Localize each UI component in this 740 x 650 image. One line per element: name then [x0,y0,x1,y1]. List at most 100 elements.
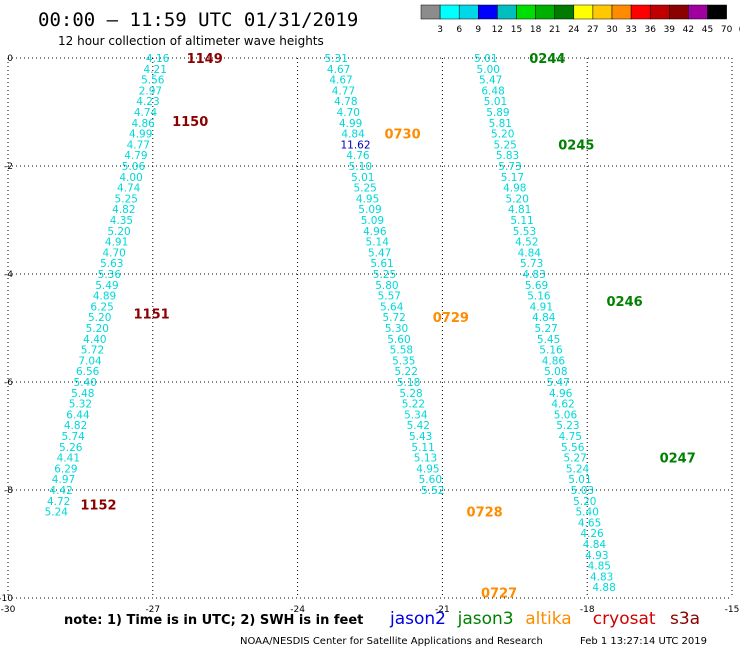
swh-value-s3a: 5.72 [81,345,104,357]
data-points: 4.164.215.562.974.234.744.864.994.774.79… [45,53,616,594]
swh-value-jason3: 4.91 [530,301,553,313]
swh-value-altika: 5.14 [366,237,390,249]
swh-value-s3a: 4.74 [117,183,141,195]
chart-title: 00:00 — 11:59 UTC 01/31/2019 [38,9,358,31]
swh-value-s3a: 4.00 [119,172,142,184]
swh-value-altika: 5.09 [358,204,381,216]
swh-value-altika: 4.95 [416,463,439,475]
swh-value-jason3: 5.16 [539,345,563,357]
swh-value-jason3: 5.24 [566,463,590,475]
generated-timestamp: Feb 1 13:27:14 UTC 2019 [580,636,707,647]
swh-value-altika: 5.09 [361,215,384,227]
swh-value-jason3: 5.01 [568,474,591,486]
swh-value-altika: 4.95 [356,193,379,205]
track-time-label-altika: 0729 [433,311,469,326]
swh-value-jason3: 5.53 [513,226,536,238]
colorbar-tick-label: 21 [549,25,560,35]
swh-value-altika: 5.52 [421,485,444,497]
colorbar-tick-label: 70 [721,25,733,35]
colorbar-tick-label: 27 [587,25,598,35]
track-time-label-jason3: 0246 [607,295,643,310]
swh-value-jason3: 6.48 [481,85,504,97]
swh-value-jason3: 4.52 [515,237,538,249]
swh-value-jason3: 5.03 [571,485,594,497]
swh-value-altika: 5.47 [368,247,391,259]
swh-value-altika: 5.25 [373,269,396,281]
swh-value-jason3: 4.84 [532,312,556,324]
y-axis-ticks: 0 -2 -4 -6 -8 -10 [0,54,13,604]
y-tick-label: 0 [7,54,13,64]
y-tick-label: -6 [4,378,13,388]
colorbar-swatch [592,4,613,20]
swh-value-jason3: 5.47 [547,377,570,389]
colorbar-swatch [478,4,498,20]
swh-value-altika: 5.13 [414,453,437,465]
swh-value-altika: 5.61 [370,258,393,270]
swh-value-s3a: 5.25 [115,193,138,205]
swh-value-jason3: 5.23 [556,420,579,432]
swh-value-jason3: 5.25 [493,139,516,151]
swh-value-altika: 5.25 [353,183,376,195]
swh-value-s3a: 4.42 [49,485,72,497]
track-time-label-s3a: 1150 [172,115,208,130]
swh-value-altika: 5.43 [409,431,432,443]
swh-value-jason3: 4.83 [590,571,613,583]
swh-value-jason3: 4.86 [542,355,566,367]
swh-value-s3a: 4.16 [146,53,170,65]
colorbar-swatch [458,4,479,20]
colorbar-swatch [688,4,708,20]
x-tick-label: -30 [1,605,16,615]
swh-value-jason3: 4.84 [518,247,542,259]
swh-value-jason3: 5.01 [484,96,507,108]
legend: jason2 jason3 altika cryosat s3a [389,609,700,629]
swh-value-s3a: 4.91 [105,237,128,249]
swh-value-altika: 4.76 [346,150,370,162]
swh-value-altika: 5.34 [404,409,428,421]
swh-value-s3a: 2.97 [139,85,162,97]
swh-value-jason3: 5.27 [563,453,586,465]
swh-value-s3a: 4.23 [136,96,159,108]
swh-value-s3a: 5.20 [107,226,130,238]
swh-value-s3a: 4.97 [52,474,75,486]
colorbar-tick-label: 15 [511,25,522,35]
y-tick-label: -2 [4,162,13,172]
colorbar-tick-label: 45 [702,25,713,35]
swh-value-s3a: 6.29 [54,463,77,475]
swh-value-s3a: 5.63 [100,258,123,270]
swh-value-s3a: 4.41 [57,453,80,465]
colorbar-swatch [535,4,555,20]
swh-value-altika: 5.28 [399,388,422,400]
swh-value-altika: 4.67 [329,75,352,87]
swh-value-jason3: 5.47 [479,75,502,87]
swh-value-altika: 5.42 [407,420,430,432]
swh-value-jason3: 5.01 [474,53,497,65]
colorbar-swatch [516,4,536,20]
swh-value-jason3: 4.65 [578,517,601,529]
swh-value-jason3: 4.88 [592,582,615,594]
swh-value-s3a: 4.82 [112,204,135,216]
swh-value-altika: 4.99 [339,118,362,130]
swh-value-s3a: 5.24 [45,507,69,519]
swh-value-s3a: 5.20 [86,323,109,335]
colorbar-tick-label: 42 [683,25,694,35]
x-tick-label: -24 [290,605,305,615]
swh-value-s3a: 4.74 [134,107,158,119]
colorbar-tick-label: 24 [568,25,580,35]
swh-value-jason3: 4.83 [522,269,545,281]
swh-value-s3a: 5.49 [95,280,118,292]
swh-value-altika: 4.70 [337,107,360,119]
colorbar-tick-label: 33 [625,25,636,35]
swh-value-jason3: 4.98 [503,183,526,195]
x-tick-label: -18 [580,605,595,615]
swh-value-s3a: 5.40 [74,377,97,389]
colorbar-swatch [630,4,651,20]
swh-value-jason3: 5.20 [491,129,514,141]
swh-value-altika: 4.78 [334,96,357,108]
swh-value-s3a: 4.77 [127,139,150,151]
swh-value-altika: 5.22 [402,399,425,411]
swh-value-altika: 5.72 [382,312,405,324]
swh-value-jason3: 4.75 [559,431,582,443]
swh-value-jason3: 5.73 [498,161,521,173]
legend-item-s3a: s3a [670,609,700,629]
